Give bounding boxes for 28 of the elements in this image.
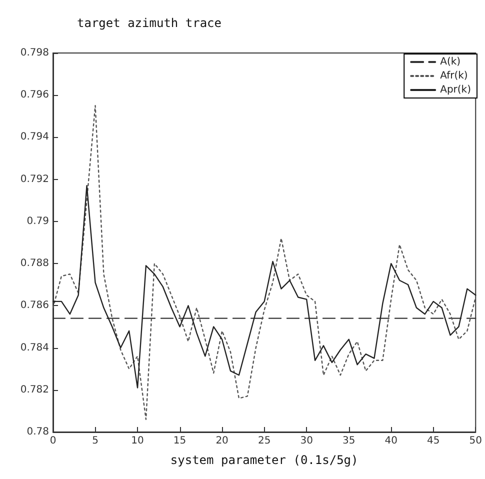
x-tick-label: 40 [384, 436, 398, 446]
legend-label: Afr(k) [440, 70, 468, 82]
line-series [52, 185, 476, 388]
y-tick-label: 0.786 [20, 300, 49, 312]
x-tick-label: 30 [300, 436, 313, 446]
x-tick-label: 50 [469, 436, 482, 446]
y-tick-label: 0.796 [20, 90, 49, 101]
y-tick-label: 0.784 [20, 342, 49, 354]
y-tick-label: 0.798 [20, 48, 49, 58]
x-tick-label: 45 [427, 436, 440, 446]
y-tick-label: 0.79 [26, 216, 49, 227]
x-tick-label: 5 [92, 436, 98, 446]
chart-title: target azimuth trace [77, 16, 222, 30]
y-tick-label: 0.788 [20, 258, 49, 270]
x-tick-label: 15 [173, 436, 186, 446]
legend-label: Apr(k) [440, 84, 472, 96]
x-tick-label: 35 [342, 436, 356, 446]
legend-label: A(k) [440, 56, 461, 68]
x-tick-label: 10 [131, 436, 144, 446]
y-tick-label: 0.78 [26, 426, 49, 438]
x-tick-label: 20 [216, 436, 228, 446]
y-tick-label: 0.782 [20, 384, 49, 396]
line-series [52, 105, 476, 420]
y-tick-label: 0.794 [20, 132, 49, 143]
x-tick-label: 0 [50, 436, 56, 446]
y-tick-label: 0.792 [20, 174, 49, 185]
x-axis-title: system parameter (0.1s/5g) [170, 453, 358, 467]
x-tick-label: 25 [258, 436, 271, 446]
